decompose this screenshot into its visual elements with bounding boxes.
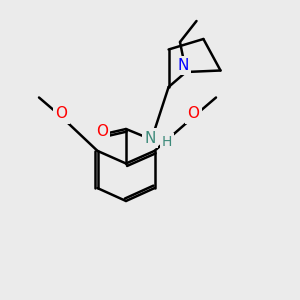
Text: N: N (144, 130, 156, 146)
Text: H: H (162, 136, 172, 149)
Text: O: O (56, 106, 68, 122)
Text: N: N (177, 58, 189, 73)
Text: O: O (96, 124, 108, 140)
Text: O: O (188, 106, 200, 122)
